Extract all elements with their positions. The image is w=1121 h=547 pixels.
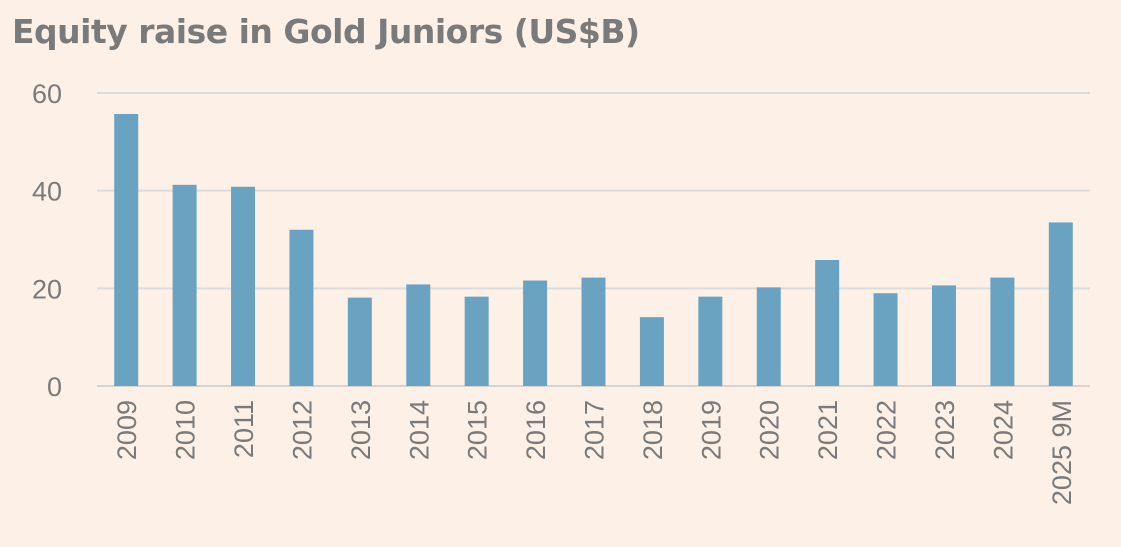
bar — [464, 296, 489, 386]
y-tick-label: 40 — [32, 177, 62, 207]
bar — [698, 296, 723, 386]
x-tick-label: 2009 — [112, 400, 142, 460]
x-tick-label: 2012 — [287, 400, 317, 460]
x-tick-label: 2014 — [404, 400, 434, 460]
bar — [873, 293, 898, 386]
x-tick-label: 2022 — [872, 400, 902, 460]
bar — [114, 113, 139, 386]
bar — [639, 317, 664, 386]
x-tick-label: 2010 — [171, 400, 201, 460]
bar — [756, 287, 781, 386]
x-tick-label: 2017 — [580, 400, 610, 460]
bar — [581, 277, 606, 386]
x-tick-label: 2024 — [988, 400, 1018, 460]
bar — [289, 229, 314, 386]
x-tick-label: 2020 — [755, 400, 785, 460]
bar — [815, 260, 840, 386]
y-tick-label: 60 — [32, 79, 62, 109]
x-tick-label: 2013 — [346, 400, 376, 460]
x-tick-label: 2018 — [638, 400, 668, 460]
bar — [347, 297, 372, 386]
x-tick-label: 2016 — [521, 400, 551, 460]
bar — [231, 186, 256, 386]
x-tick-label: 2021 — [813, 400, 843, 460]
bar — [931, 285, 956, 386]
x-tick-label: 2011 — [229, 400, 259, 458]
x-tick-label: 2023 — [930, 400, 960, 460]
bar — [406, 284, 431, 386]
x-tick-label: 2015 — [463, 400, 493, 460]
chart-title: Equity raise in Gold Juniors (US$B) — [12, 12, 640, 51]
y-tick-label: 20 — [32, 274, 62, 304]
bar — [1048, 222, 1073, 386]
bar — [523, 280, 548, 386]
x-tick-label: 2019 — [696, 400, 726, 460]
x-tick-label: 2025 9M — [1047, 400, 1077, 505]
bar — [990, 277, 1015, 386]
y-tick-label: 0 — [47, 372, 62, 402]
bar — [172, 184, 197, 386]
